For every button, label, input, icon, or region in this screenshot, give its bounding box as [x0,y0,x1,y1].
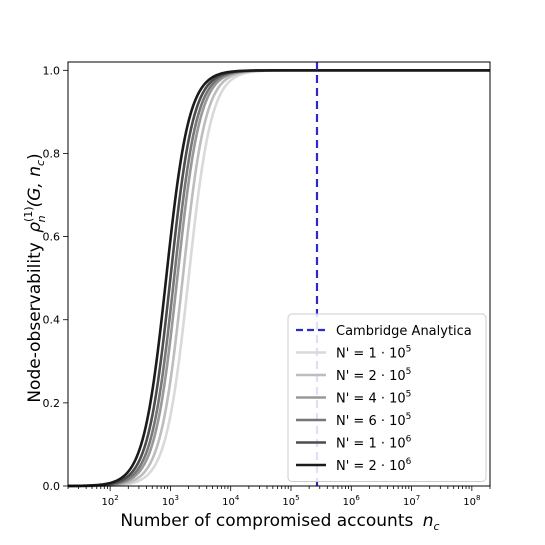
x-axis-ticks: 102 103 104 105 106 107 108 [67,486,491,508]
y-tick-label: 0.6 [43,231,61,244]
legend-label: N' = 1 · 106 [336,435,412,452]
x-tick-label: 103 [162,494,179,508]
x-axis-label: Number of compromised accounts nc [120,511,439,533]
legend-box [287,313,487,482]
x-tick-label: 105 [282,494,299,508]
legend-label: N' = 1 · 105 [336,345,411,362]
x-tick-label: 107 [403,494,420,508]
x-tick-label: 106 [343,494,361,508]
legend-label: N' = 4 · 105 [336,390,411,407]
legend-label: N' = 2 · 106 [336,457,412,474]
y-axis-ticks: 0.0 0.2 0.4 0.6 0.8 1.0 [43,64,68,493]
y-tick-label: 0.2 [43,397,61,410]
axes-frame [67,61,491,487]
x-tick-label: 104 [222,494,240,508]
legend-label: N' = 6 · 105 [336,412,411,429]
x-tick-label: 102 [102,494,119,508]
series-line-6 [67,69,490,488]
x-tick-label: 108 [463,494,480,508]
y-tick-label: 0.4 [43,314,61,327]
legend-label: N' = 2 · 105 [336,367,411,384]
y-tick-label: 0.8 [43,147,61,160]
legend-label: Cambridge Analytica [336,324,472,339]
legend: Cambridge Analytica N' = 1 · 105 N' = 2 · … [287,313,487,482]
y-tick-label: 0.0 [43,480,61,493]
y-tick-label: 1.0 [43,64,61,77]
series-group [67,69,490,488]
y-axis-label: Node-observability ρ(1)n(G, nc) [22,153,48,402]
